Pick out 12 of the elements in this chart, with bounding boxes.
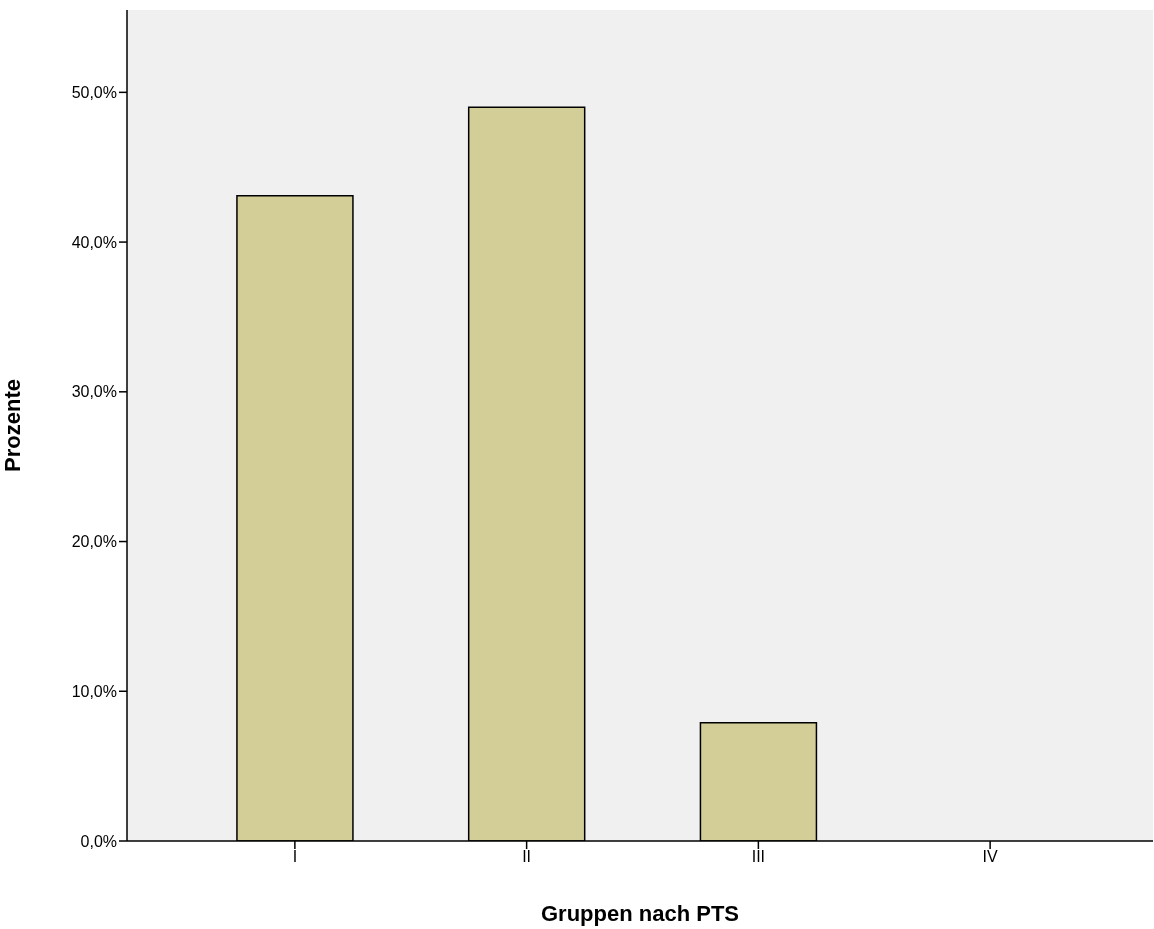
y-tick-label: 10,0% — [71, 682, 117, 700]
y-tick-label: 40,0% — [71, 233, 117, 251]
x-tick-label: I — [292, 848, 298, 866]
x-tick-label: III — [751, 848, 766, 866]
y-tick-label: 50,0% — [71, 84, 117, 102]
y-tick-label: 30,0% — [71, 383, 117, 401]
y-axis-title: Prozente — [0, 379, 25, 472]
y-tick-label: 0,0% — [80, 832, 117, 850]
x-axis-title: Gruppen nach PTS — [540, 901, 740, 926]
y-tick-label: 20,0% — [71, 533, 117, 551]
x-tick-label: II — [522, 848, 532, 866]
x-tick-label: IV — [982, 848, 999, 866]
